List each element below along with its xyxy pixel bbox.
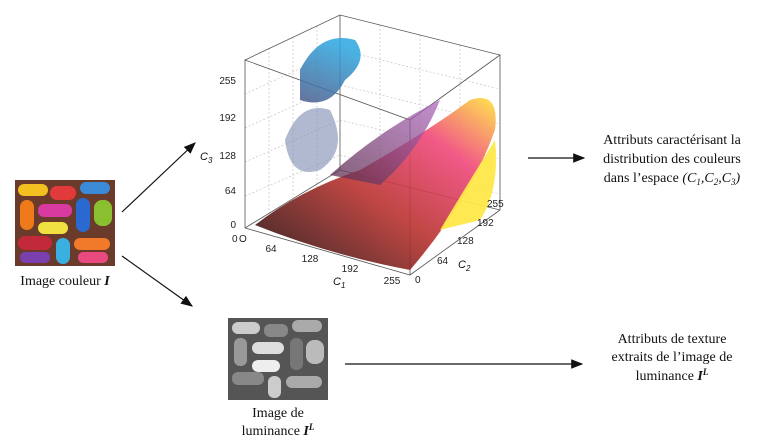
arrow — [121, 142, 196, 213]
output-text: dans l’espace (C1,C2,C3) — [604, 171, 741, 187]
tick-label: 64 — [265, 244, 277, 255]
output-text: distribution des couleurs — [603, 152, 741, 167]
output-text: Attributs caractérisant la — [603, 133, 741, 148]
output-text: luminance IL — [636, 367, 709, 384]
axis-label: C3 — [200, 151, 213, 165]
input-label: Image couleur I — [20, 274, 110, 289]
luminance-label: luminance IL — [242, 422, 315, 439]
tick-label: 192 — [219, 113, 236, 124]
tick-label: 255 — [219, 76, 236, 87]
tick-label: 64 — [437, 256, 449, 267]
tick-label: 128 — [219, 151, 236, 162]
tick-label: 0 — [415, 275, 421, 286]
tick-label: 255 — [487, 199, 504, 210]
output-text: extraits de l’image de — [612, 350, 733, 365]
tick-label: 64 — [225, 186, 237, 197]
color-image — [15, 180, 115, 266]
color-space-plot — [243, 14, 501, 276]
tick-label: 0 — [232, 234, 238, 245]
tick-label: 192 — [342, 264, 359, 275]
tick-label: 128 — [457, 236, 474, 247]
axis-label: C1 — [333, 276, 345, 290]
tick-label: 255 — [384, 276, 401, 287]
tick-label: 0 — [230, 220, 236, 231]
output-text: Attributs de texture — [618, 332, 727, 347]
arrow — [121, 255, 193, 307]
origin-label: O — [239, 234, 247, 245]
tick-label: 192 — [477, 218, 494, 229]
luminance-label: Image de — [252, 406, 304, 421]
luminance-image — [228, 318, 328, 400]
axis-label: C2 — [458, 259, 471, 273]
tick-label: 128 — [302, 254, 319, 265]
